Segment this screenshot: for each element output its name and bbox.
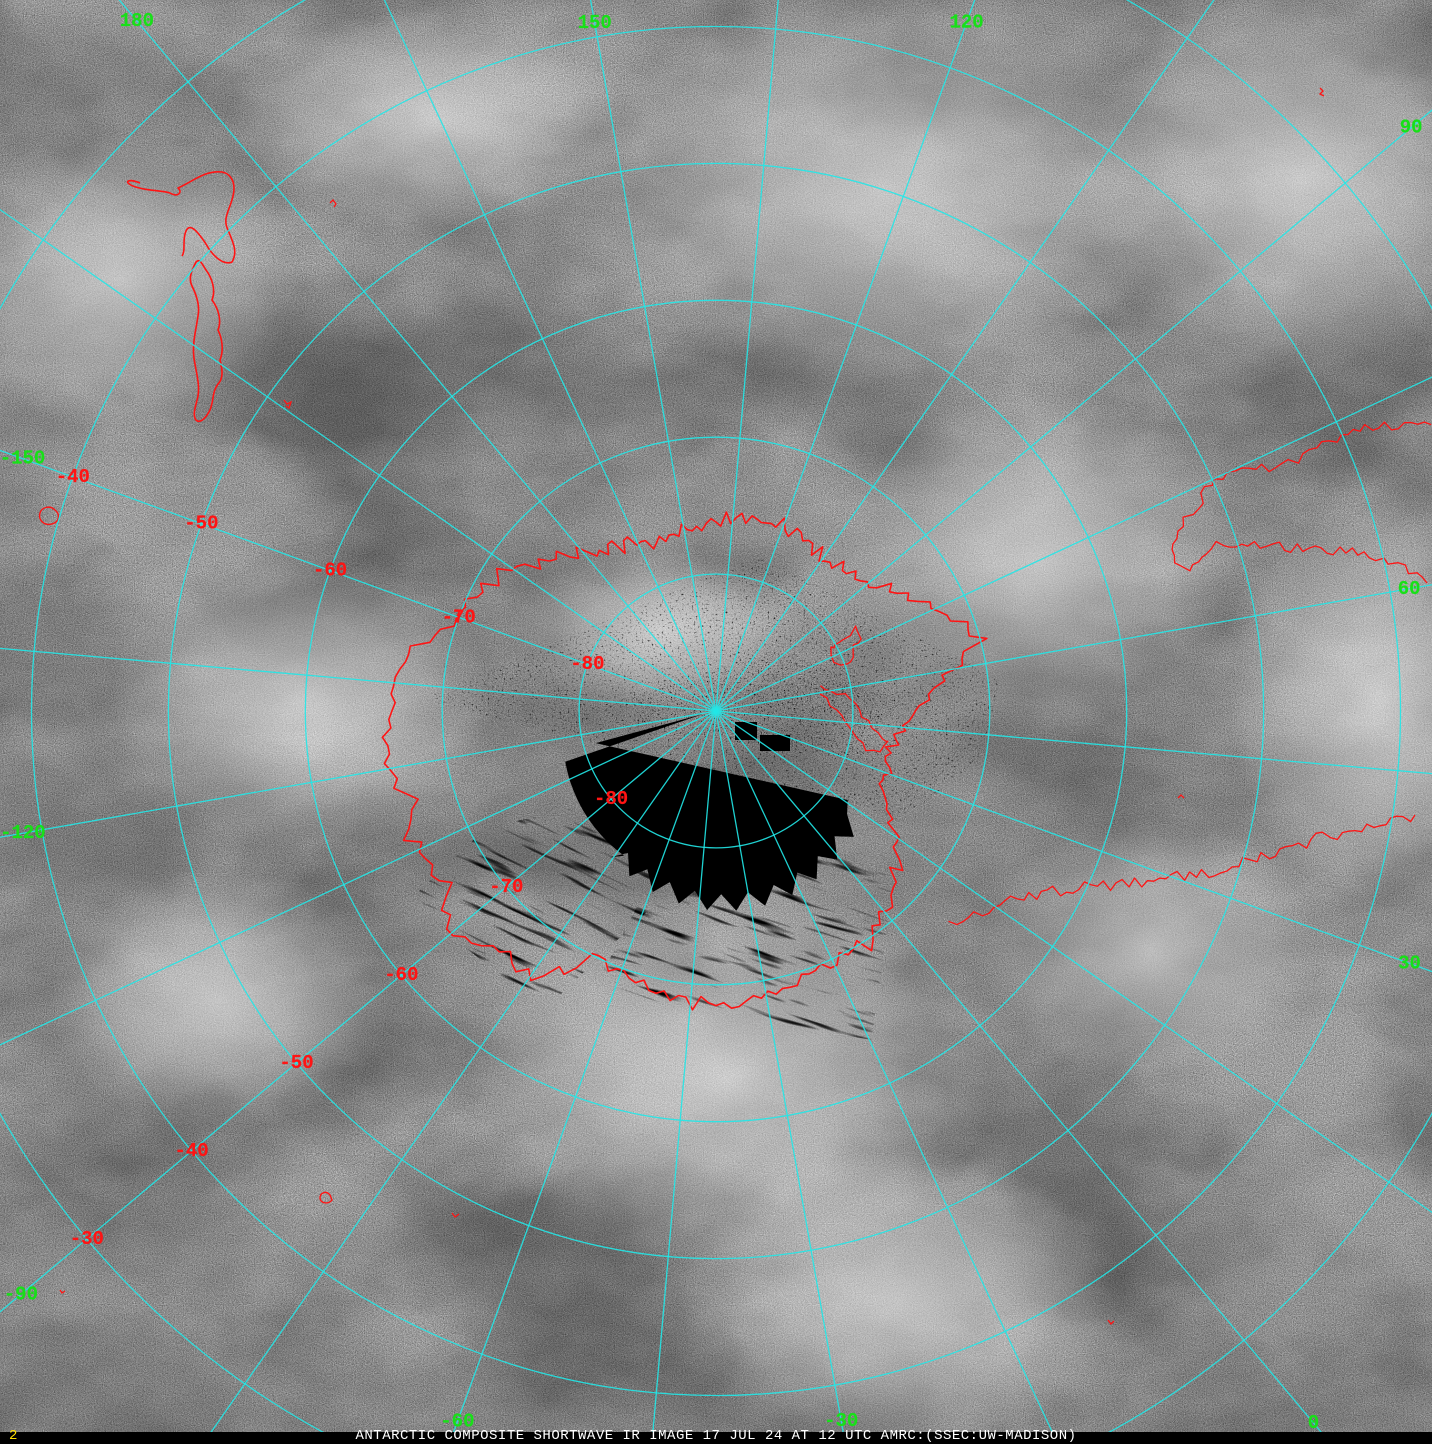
svg-text:30: 30	[1398, 952, 1421, 974]
svg-text:90: 90	[1400, 117, 1423, 139]
svg-text:150: 150	[578, 12, 612, 34]
svg-text:-30: -30	[70, 1228, 104, 1250]
svg-text:180: 180	[120, 10, 154, 32]
svg-text:-70: -70	[489, 876, 523, 898]
svg-text:-50: -50	[184, 513, 218, 535]
svg-text:-60: -60	[313, 560, 347, 582]
svg-text:60: 60	[1398, 578, 1421, 600]
svg-text:120: 120	[949, 12, 983, 34]
svg-text:-150: -150	[0, 448, 45, 470]
svg-text:-80: -80	[594, 788, 628, 810]
svg-text:-120: -120	[0, 822, 46, 844]
svg-text:-90: -90	[4, 1283, 38, 1305]
svg-text:-60: -60	[384, 964, 418, 986]
svg-text:0: 0	[1308, 1412, 1319, 1434]
svg-text:-80: -80	[570, 653, 604, 675]
svg-text:-40: -40	[174, 1140, 208, 1162]
svg-text:-70: -70	[442, 606, 476, 628]
svg-text:-50: -50	[279, 1052, 313, 1074]
svg-text:-40: -40	[56, 466, 90, 488]
